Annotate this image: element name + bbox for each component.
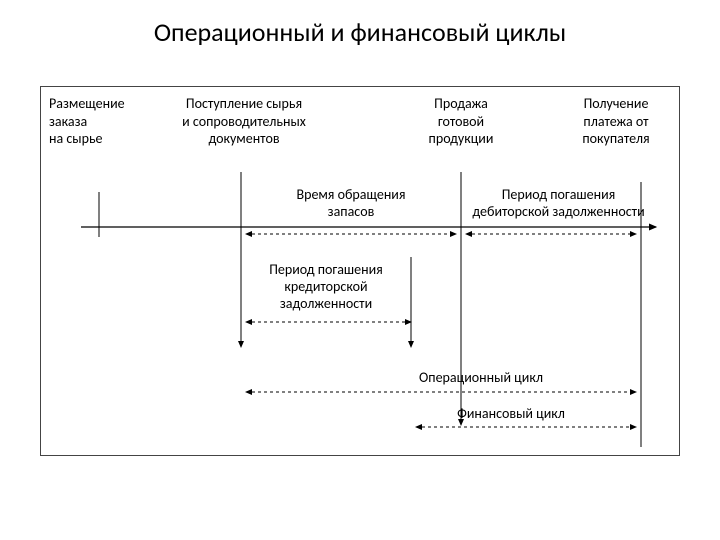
page-title: Операционный и финансовый циклы xyxy=(0,0,720,56)
diagram-lines xyxy=(41,87,681,457)
diagram-frame: Размещениезаказана сырье Поступление сыр… xyxy=(40,86,680,456)
